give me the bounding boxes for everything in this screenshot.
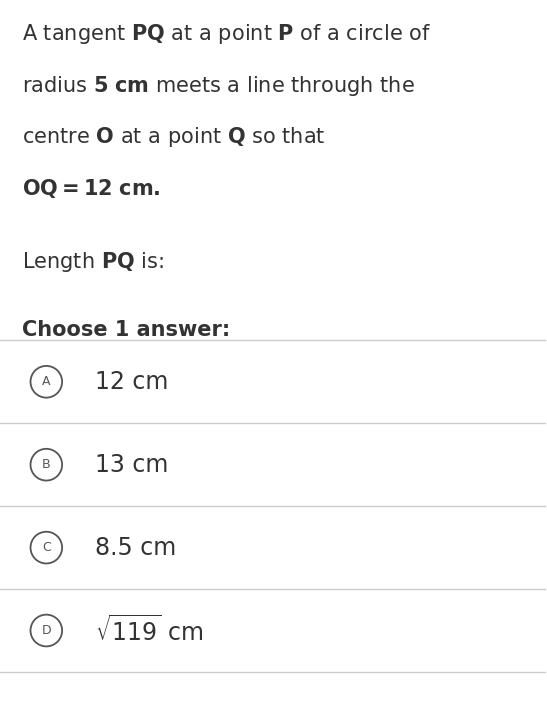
Text: $\sqrt{119}$ cm: $\sqrt{119}$ cm	[95, 615, 203, 646]
Text: 8.5 cm: 8.5 cm	[95, 536, 177, 559]
Text: A tangent $\bf{PQ}$ at a point $\bf{P}$ of a circle of: A tangent $\bf{PQ}$ at a point $\bf{P}$ …	[22, 22, 431, 45]
Text: $\bf{OQ} = \bf{12}$ $\bf{cm.}$: $\bf{OQ} = \bf{12}$ $\bf{cm.}$	[22, 177, 160, 200]
Text: radius $\bf{5}$ $\bf{cm}$ meets a line through the: radius $\bf{5}$ $\bf{cm}$ meets a line t…	[22, 74, 415, 97]
Text: B: B	[42, 458, 51, 472]
Text: 12 cm: 12 cm	[95, 370, 168, 394]
Text: Choose 1 answer:: Choose 1 answer:	[22, 320, 230, 340]
Text: 13 cm: 13 cm	[95, 453, 168, 477]
Text: C: C	[42, 541, 51, 554]
Text: D: D	[42, 624, 51, 637]
Text: Length $\bf{PQ}$ is:: Length $\bf{PQ}$ is:	[22, 250, 164, 274]
Text: centre $\bf{O}$ at a point $\bf{Q}$ so that: centre $\bf{O}$ at a point $\bf{Q}$ so t…	[22, 125, 325, 149]
Text: A: A	[42, 375, 50, 389]
